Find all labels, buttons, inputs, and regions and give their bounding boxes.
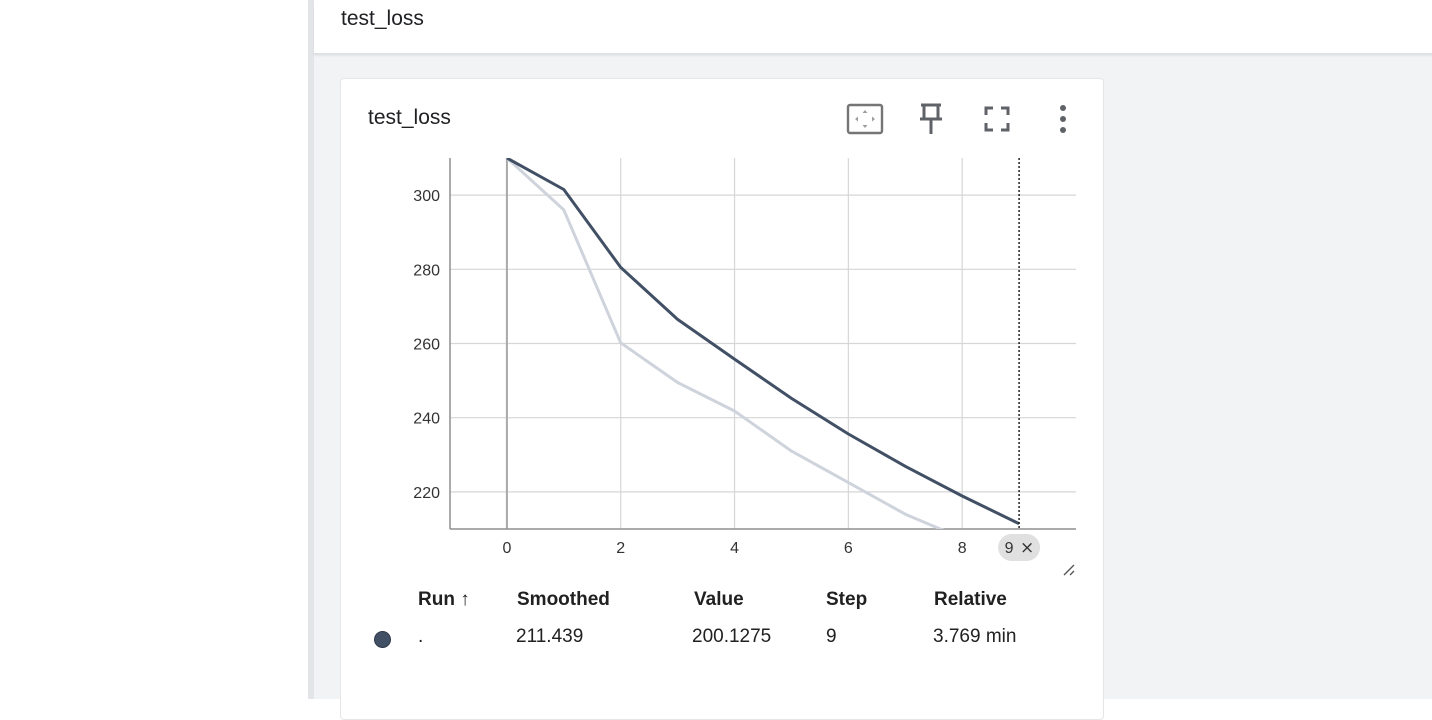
fit-domain-button[interactable] bbox=[845, 99, 885, 139]
step-value: 9 bbox=[826, 626, 837, 647]
more-options-button[interactable] bbox=[1043, 99, 1083, 139]
chart-hover: 9 × bbox=[998, 158, 1075, 576]
x-tick-label: 4 bbox=[730, 540, 739, 557]
fit-domain-icon bbox=[846, 103, 884, 135]
group-header: test_loss bbox=[314, 0, 1432, 55]
run-name: . bbox=[418, 626, 424, 647]
run-column-header[interactable]: Run ↑ bbox=[418, 589, 470, 610]
relative-time: 3.769 min bbox=[933, 626, 1017, 647]
more-vert-icon bbox=[1060, 105, 1066, 133]
scalar-card: test_loss 220 240 260 280 300 0 2 4 6 8 9 × Run ↑ bbox=[340, 78, 1104, 720]
x-tick-label: 8 bbox=[958, 540, 967, 557]
step-column-header[interactable]: Step bbox=[826, 589, 868, 610]
value-column-header[interactable]: Value bbox=[694, 589, 744, 610]
smoothed-value: 211.439 bbox=[516, 626, 584, 647]
pin-icon bbox=[920, 103, 942, 134]
smoothed-column-header[interactable]: Smoothed bbox=[517, 589, 610, 610]
raw-value: 200.1275 bbox=[692, 626, 772, 647]
chart-tick-labels: 220 240 260 280 300 0 2 4 6 8 bbox=[413, 188, 966, 557]
x-tick-label: 6 bbox=[844, 540, 853, 557]
card-title: test_loss bbox=[368, 106, 451, 129]
chart-series bbox=[505, 158, 1020, 529]
hover-step-chip bbox=[998, 534, 1041, 561]
x-tick-label: 2 bbox=[616, 540, 625, 557]
smoothed-line bbox=[506, 158, 1020, 526]
chart-axes bbox=[449, 158, 1076, 530]
fullscreen-button[interactable] bbox=[977, 99, 1017, 139]
pin-button[interactable] bbox=[911, 99, 951, 139]
resize-handle-icon bbox=[1063, 564, 1075, 576]
y-tick-label: 240 bbox=[413, 411, 440, 428]
pane-divider[interactable] bbox=[308, 0, 314, 699]
group-title: test_loss bbox=[341, 7, 424, 30]
relative-column-header[interactable]: Relative bbox=[934, 589, 1007, 610]
raw-value-line bbox=[505, 158, 945, 529]
y-tick-label: 260 bbox=[413, 337, 440, 354]
y-tick-label: 280 bbox=[413, 262, 440, 279]
chart-grid bbox=[450, 158, 1076, 529]
left-pane bbox=[0, 0, 308, 699]
close-icon: × bbox=[1020, 538, 1034, 558]
hover-step-label: 9 bbox=[1005, 540, 1014, 557]
sort-arrow-icon: ↑ bbox=[460, 589, 470, 610]
run-color-swatch bbox=[374, 631, 391, 648]
x-tick-label: 0 bbox=[502, 540, 511, 557]
y-tick-label: 300 bbox=[413, 188, 440, 205]
fullscreen-icon bbox=[984, 106, 1010, 132]
y-tick-label: 220 bbox=[413, 485, 440, 502]
